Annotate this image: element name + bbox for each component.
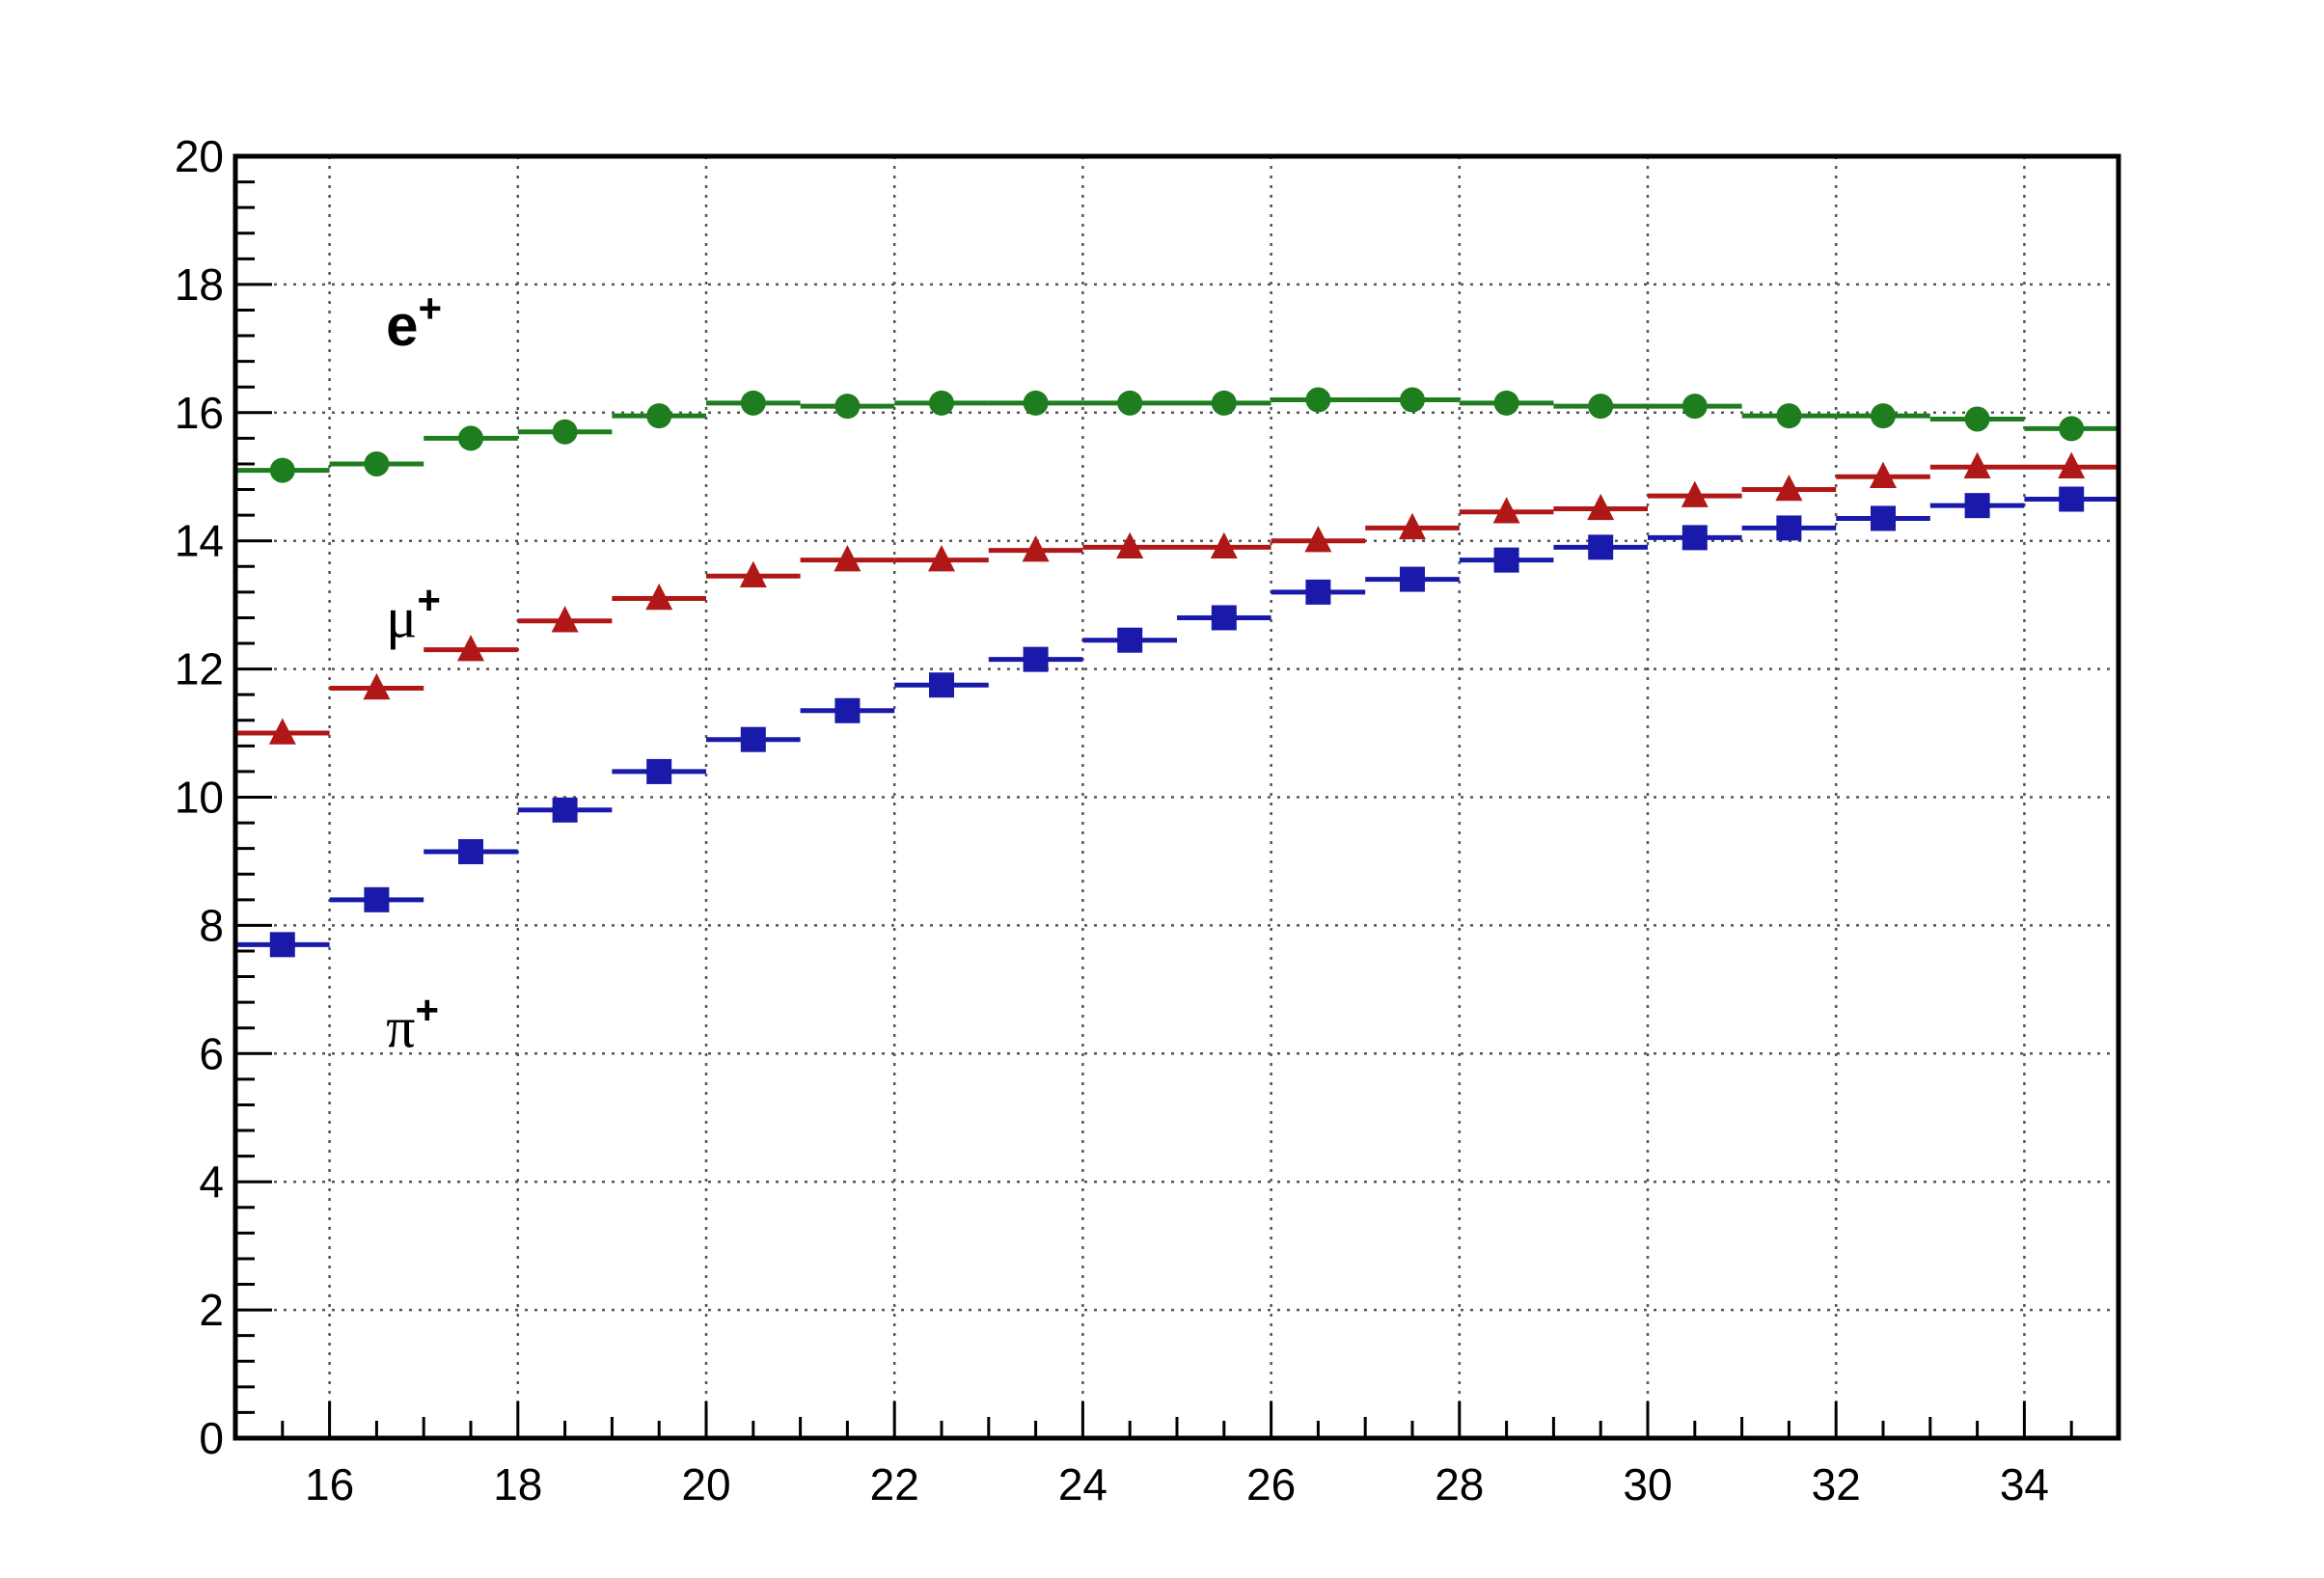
circle-series-marker-8 <box>929 390 954 416</box>
circle-series-marker-19 <box>1964 406 1990 432</box>
y-tick-label-4: 4 <box>199 1156 224 1207</box>
square-series-marker-20 <box>2059 486 2085 512</box>
circle-series-marker-5 <box>646 403 672 429</box>
square-series-marker-10 <box>1117 627 1143 653</box>
square-series-marker-14 <box>1493 547 1519 573</box>
circle-series-marker-6 <box>740 390 766 416</box>
circle-series-marker-12 <box>1305 387 1331 413</box>
square-series-marker-1 <box>269 932 295 958</box>
circle-series-marker-14 <box>1493 390 1519 416</box>
grid-layer <box>235 156 2119 1438</box>
square-series-marker-5 <box>646 758 672 784</box>
circle-series-marker-3 <box>458 425 483 451</box>
square-series-marker-3 <box>458 838 483 864</box>
y-tick-label-14: 14 <box>175 516 224 566</box>
square-series-marker-8 <box>929 672 954 698</box>
circle-series-marker-15 <box>1588 394 1614 420</box>
circle-series-marker-10 <box>1117 390 1143 416</box>
x-tick-label-26: 26 <box>1246 1459 1296 1510</box>
y-tick-label-16: 16 <box>175 388 224 438</box>
y-tick-label-2: 2 <box>199 1285 224 1335</box>
triangle-series-marker-2 <box>363 672 391 700</box>
triangle-series-marker-7 <box>834 545 861 572</box>
x-tick-label-16: 16 <box>305 1459 354 1510</box>
square-series-marker-6 <box>740 726 766 752</box>
circle-series-marker-18 <box>1871 403 1896 429</box>
circle-series-marker-17 <box>1776 403 1802 429</box>
x-tick-label-24: 24 <box>1058 1459 1107 1510</box>
triangle-series-marker-11 <box>1210 531 1238 559</box>
triangle-series-marker-6 <box>739 560 767 587</box>
triangle-series-label-superscript: + <box>417 577 441 622</box>
triangle-series-marker-9 <box>1022 535 1050 562</box>
circle-series <box>235 387 2119 483</box>
x-tick-label-18: 18 <box>493 1459 542 1510</box>
triangle-series-marker-10 <box>1116 531 1144 559</box>
circle-series-marker-4 <box>552 419 578 445</box>
triangle-series-marker-13 <box>1399 512 1426 540</box>
x-tick-label-22: 22 <box>870 1459 919 1510</box>
square-series-marker-19 <box>1964 493 1990 519</box>
frame-layer <box>232 153 2121 1441</box>
triangle-series-marker-19 <box>1963 451 1991 478</box>
x-tick-label-20: 20 <box>681 1459 730 1510</box>
square-series-marker-4 <box>552 797 578 823</box>
square-series-marker-13 <box>1400 566 1425 592</box>
triangle-series-marker-16 <box>1681 480 1709 507</box>
x-tick-label-30: 30 <box>1623 1459 1672 1510</box>
square-series <box>235 486 2119 958</box>
triangle-series <box>235 451 2119 745</box>
circle-series-marker-1 <box>269 457 295 483</box>
y-tick-label-10: 10 <box>175 773 224 823</box>
triangle-series-marker-20 <box>2058 451 2086 478</box>
y-tick-label-6: 6 <box>199 1028 224 1078</box>
y-tick-label-12: 12 <box>175 644 224 694</box>
square-series-marker-11 <box>1211 605 1237 631</box>
circle-series-marker-16 <box>1681 394 1708 420</box>
circle-series-marker-11 <box>1211 390 1237 416</box>
y-tick-label-0: 0 <box>199 1413 224 1463</box>
triangle-series-marker-8 <box>928 545 955 572</box>
triangle-series-marker-14 <box>1492 497 1520 524</box>
square-series-marker-2 <box>364 886 390 912</box>
triangle-series-marker-17 <box>1775 474 1803 502</box>
triangle-series-marker-12 <box>1304 526 1332 553</box>
y-tick-label-18: 18 <box>175 259 224 310</box>
square-series-marker-9 <box>1023 646 1049 672</box>
circle-series-marker-13 <box>1400 387 1425 413</box>
square-series-marker-17 <box>1776 515 1802 541</box>
x-tick-label-34: 34 <box>2000 1459 2049 1510</box>
y-tick-label-20: 20 <box>175 131 224 181</box>
square-series-marker-12 <box>1305 579 1331 605</box>
marks-layer <box>235 387 2119 958</box>
square-series-marker-7 <box>834 697 861 723</box>
circle-series-marker-7 <box>834 394 861 420</box>
y-tick-label-8: 8 <box>199 900 224 950</box>
circle-series-marker-2 <box>364 450 390 476</box>
circle-series-marker-20 <box>2059 416 2085 442</box>
circle-series-marker-9 <box>1023 390 1049 416</box>
square-series-marker-15 <box>1588 534 1614 560</box>
triangle-series-marker-1 <box>268 718 296 745</box>
circle-series-label-superscript: + <box>419 286 443 331</box>
x-tick-label-32: 32 <box>1812 1459 1861 1510</box>
triangle-series-marker-4 <box>551 606 579 633</box>
triangle-series-marker-3 <box>457 635 484 662</box>
triangle-series-marker-15 <box>1587 493 1615 521</box>
x-tick-label-28: 28 <box>1435 1459 1484 1510</box>
square-series-marker-16 <box>1681 525 1708 551</box>
square-series-label-superscript: + <box>415 988 439 1033</box>
triangle-series-marker-18 <box>1870 461 1897 488</box>
square-series-marker-18 <box>1871 505 1896 531</box>
triangle-series-marker-5 <box>645 583 673 611</box>
